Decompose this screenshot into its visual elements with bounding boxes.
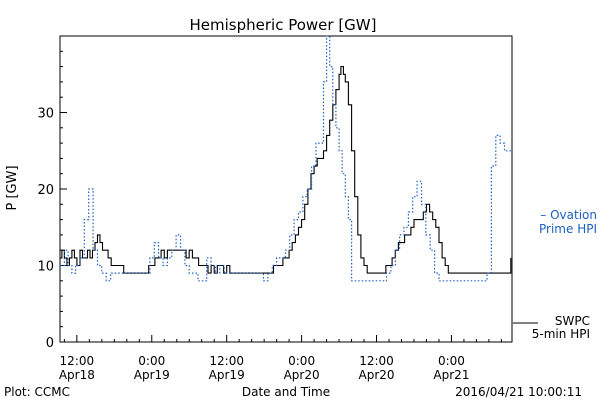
timestamp: 2016/04/21 10:00:11 (455, 385, 582, 399)
x-tick-time: 0:00 (288, 354, 315, 368)
x-tick-date: Apr20 (359, 368, 395, 382)
x-tick-date: Apr21 (433, 368, 469, 382)
y-tick-label: 20 (37, 183, 54, 198)
x-tick-time: 0:00 (138, 354, 165, 368)
y-tick-label: 0 (46, 336, 54, 351)
series-layer (60, 35, 512, 282)
y-axis: 0 10 20 30 (37, 50, 67, 351)
x-tick-time: 12:00 (209, 354, 244, 368)
x-axis: 12:00Apr180:00Apr1912:00Apr190:00Apr2012… (59, 335, 502, 382)
chart-title: Hemispheric Power [GW] (190, 16, 377, 34)
y-axis-label: P [GW] (5, 165, 20, 210)
y-tick-label: 10 (37, 260, 54, 275)
legend-swpc-label: 5-min HPI (532, 327, 590, 341)
x-tick-date: Apr19 (209, 368, 245, 382)
x-tick-date: Apr20 (284, 368, 320, 382)
x-axis-label: Date and Time (242, 385, 330, 399)
legend-swpc-label: SWPC (555, 314, 590, 328)
legend-ovation-label: – Ovation (540, 208, 597, 222)
x-tick-date: Apr19 (134, 368, 170, 382)
y-tick-label: 30 (37, 107, 54, 122)
legend-ovation-label: Prime HPI (539, 222, 597, 236)
x-tick-date: Apr18 (59, 368, 95, 382)
x-tick-time: 12:00 (60, 354, 95, 368)
series-line-0 (60, 66, 512, 274)
x-tick-time: 0:00 (438, 354, 465, 368)
plot-credit: Plot: CCMC (4, 385, 70, 399)
series-line-1 (60, 35, 512, 282)
plot-area (59, 35, 513, 343)
x-tick-time: 12:00 (359, 354, 394, 368)
